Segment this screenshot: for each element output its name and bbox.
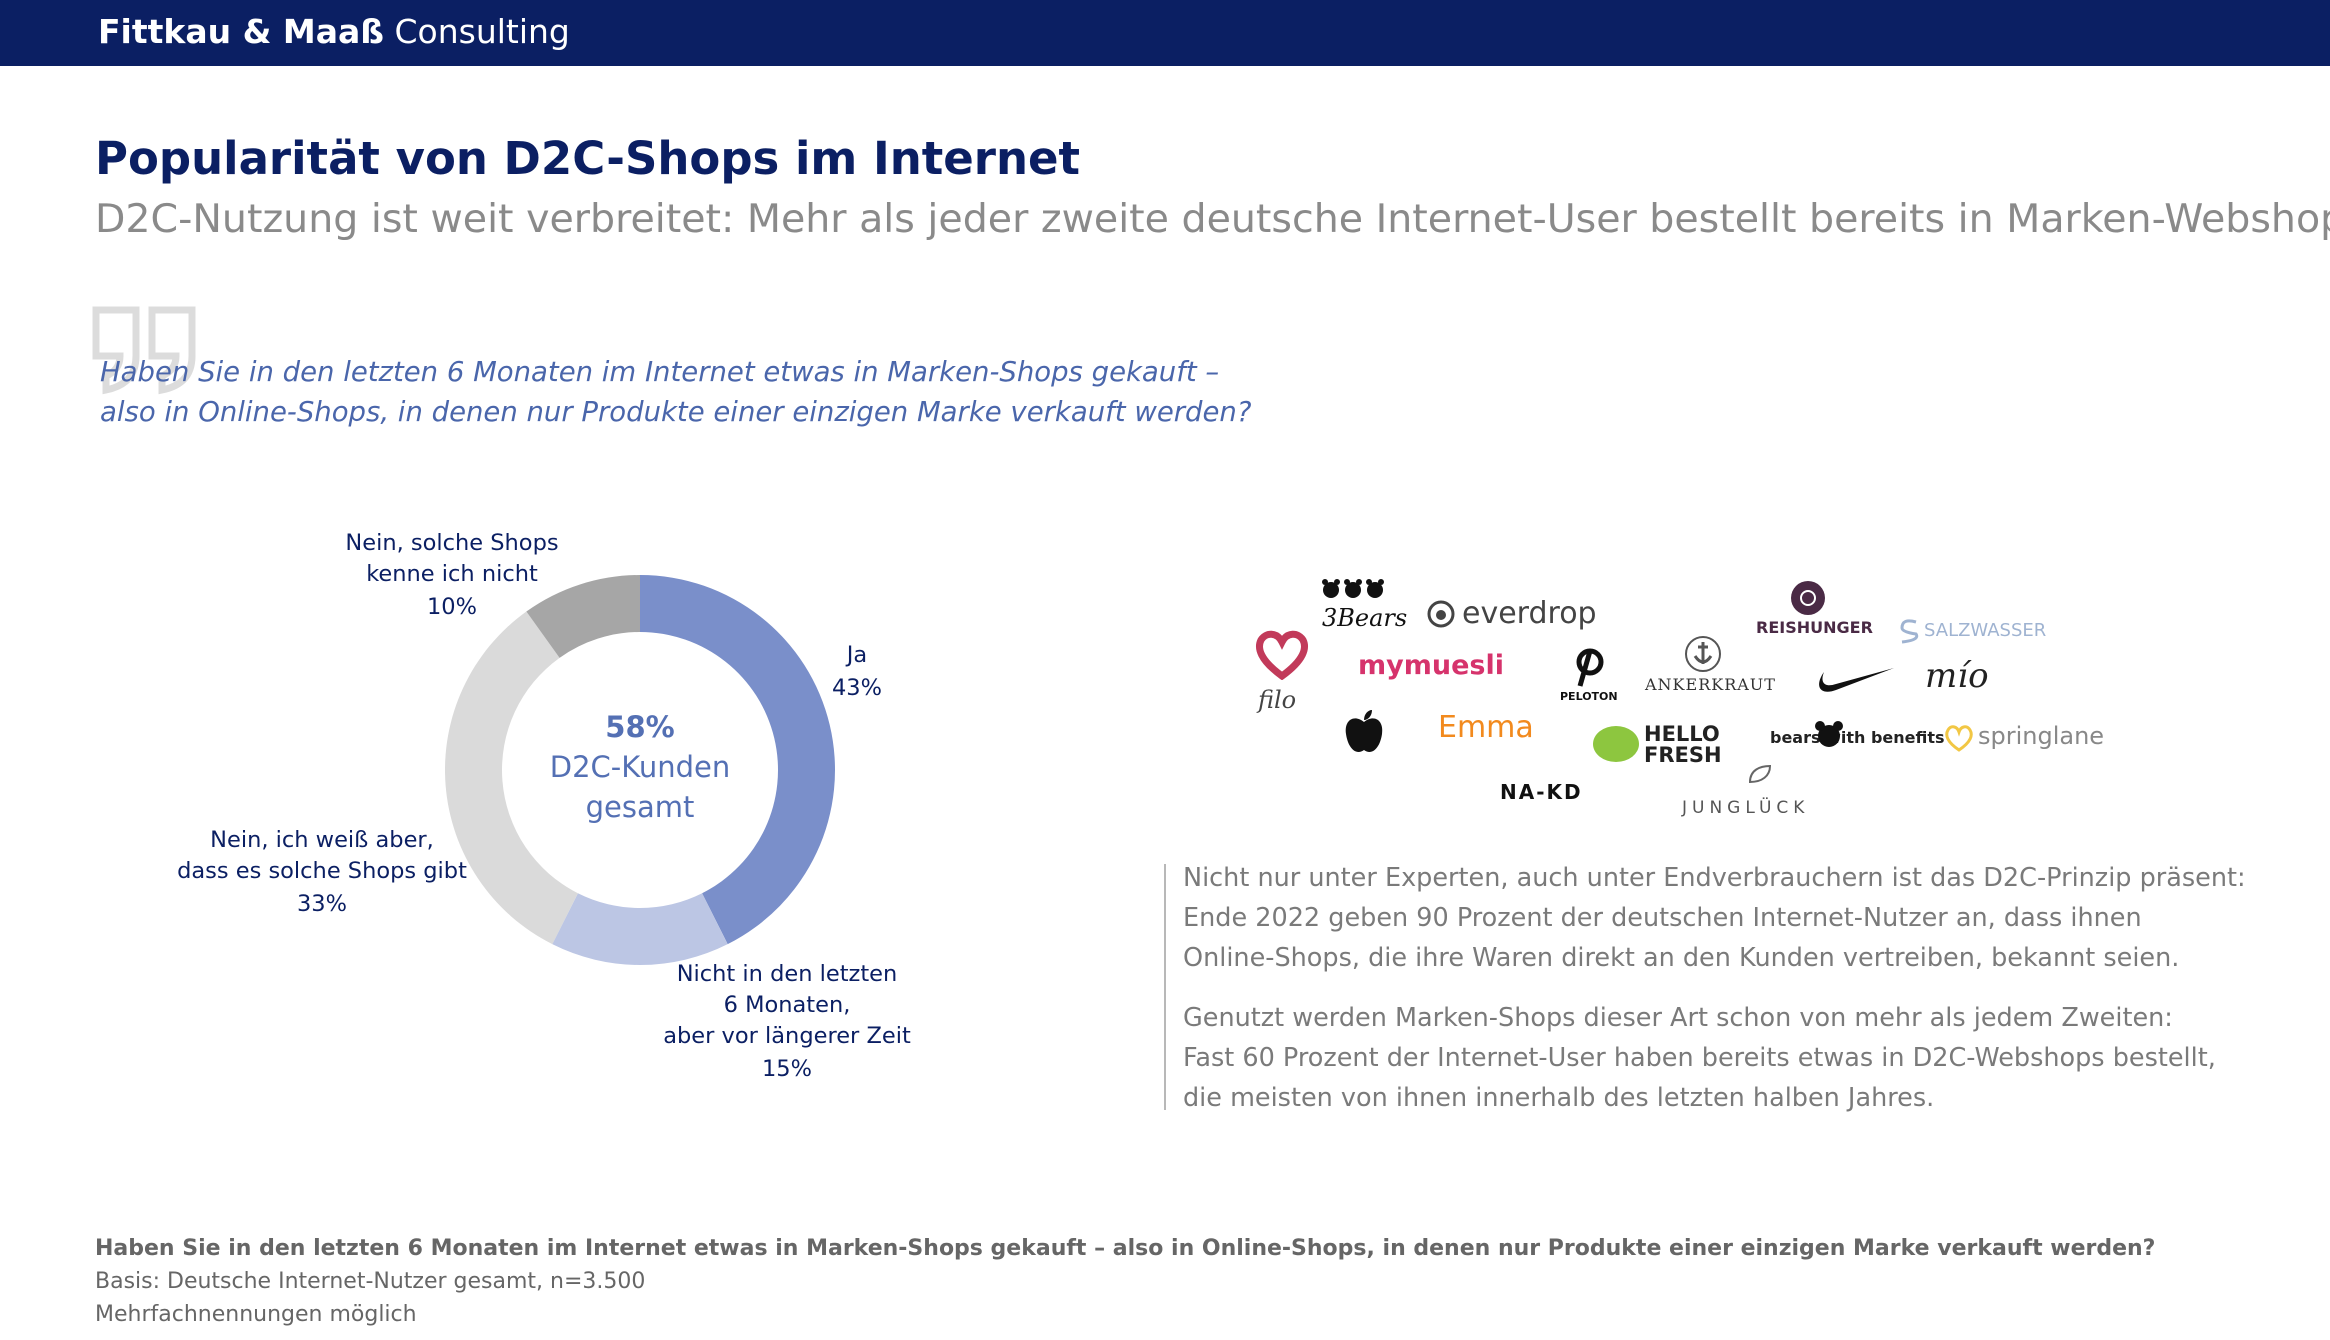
heart-icon xyxy=(1256,630,1308,681)
slice-label-line: Ja xyxy=(845,642,867,668)
logo-filo xyxy=(1255,630,1309,684)
slice-value-label: 15% xyxy=(762,1056,812,1082)
info-paragraph-2: Genutzt werden Marken-Shops dieser Art s… xyxy=(1183,998,2223,1118)
footer-basis: Basis: Deutsche Internet-Nutzer gesamt, … xyxy=(95,1269,646,1294)
logo-hellofresh-label: HELLO FRESH xyxy=(1644,722,1722,767)
logo-reishunger-text: REISHUNGER xyxy=(1756,618,1873,637)
logo-mio: mío xyxy=(1925,656,1989,696)
donut-slice-nein-unbekannt xyxy=(526,575,640,658)
donut-chart: Ja 43% Nicht in den letzten 6 Monaten, aber … xyxy=(177,530,911,1082)
logo-hellofresh-text: HELLO FRESH xyxy=(1644,724,1734,766)
slice-label-line: Nein, ich weiß aber, xyxy=(210,827,434,853)
slice-value-label: 10% xyxy=(427,594,477,620)
header-bar: Fittkau & Maaß Consulting xyxy=(0,0,2330,66)
slice-value-label: 33% xyxy=(297,891,347,917)
logo-everdrop xyxy=(1425,598,1457,634)
info-paragraph-1: Nicht nur unter Experten, auch unter End… xyxy=(1183,858,2246,978)
slice-label-line: dass es solche Shops gibt xyxy=(177,858,467,884)
info-p2-line-3: die meisten von ihnen innerhalb des letz… xyxy=(1183,1083,1935,1113)
brand-name: Fittkau & Maaß xyxy=(98,12,384,51)
logo-nike xyxy=(1814,666,1896,700)
logo-3bears xyxy=(1320,576,1386,606)
logo-springlane-text: springlane xyxy=(1978,722,2105,750)
question-line-1: Haben Sie in den letzten 6 Monaten im In… xyxy=(100,356,1220,388)
page-subtitle: D2C-Nutzung ist weit verbreitet: Mehr al… xyxy=(95,196,2330,242)
lime-icon xyxy=(1593,726,1639,762)
footer-question: Haben Sie in den letzten 6 Monaten im In… xyxy=(95,1236,2156,1261)
quote-icon xyxy=(92,306,196,395)
page-title: Popularität von D2C-Shops im Internet xyxy=(95,132,1081,185)
logo-peloton xyxy=(1568,646,1608,692)
logo-3bears-text: 3Bears xyxy=(1322,604,1408,632)
info-p1-line-2: Ende 2022 geben 90 Prozent der deutschen… xyxy=(1183,903,2142,933)
donut-slice-nein-bekannt xyxy=(444,611,578,945)
logo-apple xyxy=(1344,708,1384,760)
logo-nakd: NA-KD xyxy=(1500,780,1583,804)
logo-mymuesli: mymuesli xyxy=(1358,650,1504,681)
logo-springlane xyxy=(1944,724,1974,756)
logo-salzwasser-text: SALZWASSER xyxy=(1924,620,2047,641)
logo-reishunger xyxy=(1790,580,1826,620)
logo-hellofresh xyxy=(1592,724,1640,768)
logo-ankerkraut-text: ANKERKRAUT xyxy=(1645,675,1776,694)
slice-label-nicht-letzte-6-monate: Nicht in den letzten 6 Monaten, aber vor l… xyxy=(663,961,911,1082)
info-p2-line-1: Genutzt werden Marken-Shops dieser Art s… xyxy=(1183,1003,2173,1033)
logo-salzwasser xyxy=(1898,618,1920,648)
slice-label-line: 6 Monaten, xyxy=(724,992,851,1018)
slice-value-label: 43% xyxy=(832,675,882,701)
brand-logo: Fittkau & Maaß Consulting xyxy=(98,12,570,51)
center-value: 58% xyxy=(605,710,674,744)
logo-everdrop-text: everdrop xyxy=(1462,596,1597,631)
apple-icon xyxy=(1345,710,1383,753)
footer-notes: Haben Sie in den letzten 6 Monaten im In… xyxy=(95,1232,2155,1331)
info-p1-line-3: Online-Shops, die ihre Waren direkt an d… xyxy=(1183,943,2180,973)
logo-filo-text: filo xyxy=(1258,686,1297,714)
slice-label-line: aber vor längerer Zeit xyxy=(663,1023,911,1049)
logo-peloton-text: PELOTON xyxy=(1560,690,1618,703)
drop-ring-icon xyxy=(1427,600,1455,628)
logo-junglueck xyxy=(1748,764,1772,788)
bear-icon xyxy=(1815,721,1843,747)
slice-label-nein-unbekannt: Nein, solche Shops kenne ich nicht 10% xyxy=(345,530,558,620)
peloton-p-icon xyxy=(1576,648,1604,687)
slice-label-line: Nein, solche Shops xyxy=(345,530,558,556)
slice-label-ja: Ja 43% xyxy=(832,642,882,701)
heart-outline-icon xyxy=(1945,725,1973,752)
swoosh-icon xyxy=(1819,668,1894,692)
slice-label-line: Nicht in den letzten xyxy=(677,961,898,987)
slice-label-nein-bekannt: Nein, ich weiß aber, dass es solche Shops… xyxy=(177,827,467,917)
slice-label-line: kenne ich nicht xyxy=(366,561,538,587)
center-label-line-1: D2C-Kunden xyxy=(550,750,730,784)
text-divider xyxy=(1164,864,1166,1110)
logo-junglueck-text: JUNGLÜCK xyxy=(1682,798,1810,818)
logo-ankerkraut xyxy=(1683,634,1723,678)
logo-emma: Emma xyxy=(1438,710,1534,745)
anchor-seal-icon xyxy=(1685,636,1721,672)
logo-bears-with-benefits: bears with benefits xyxy=(1770,728,1945,747)
bear-heads-icon xyxy=(1322,579,1384,598)
info-p1-line-1: Nicht nur unter Experten, auch unter End… xyxy=(1183,863,2246,893)
brand-suffix: Consulting xyxy=(394,12,570,51)
footer-note: Mehrfachnennungen möglich xyxy=(95,1302,417,1327)
leaf-icon xyxy=(1748,764,1772,784)
rice-badge-icon xyxy=(1791,581,1825,615)
donut-slice-ja xyxy=(640,575,836,945)
survey-question: Haben Sie in den letzten 6 Monaten im In… xyxy=(100,352,1251,432)
logo-bears-with-benefits-mark xyxy=(1814,720,1844,752)
info-p2-line-2: Fast 60 Prozent der Internet-User haben … xyxy=(1183,1043,2216,1073)
s-wave-icon xyxy=(1900,619,1919,644)
question-line-2: also in Online-Shops, in denen nur Produ… xyxy=(100,396,1252,428)
center-label-line-2: gesamt xyxy=(586,790,695,824)
donut-slice-nicht-letzte-6-monate xyxy=(552,893,728,965)
